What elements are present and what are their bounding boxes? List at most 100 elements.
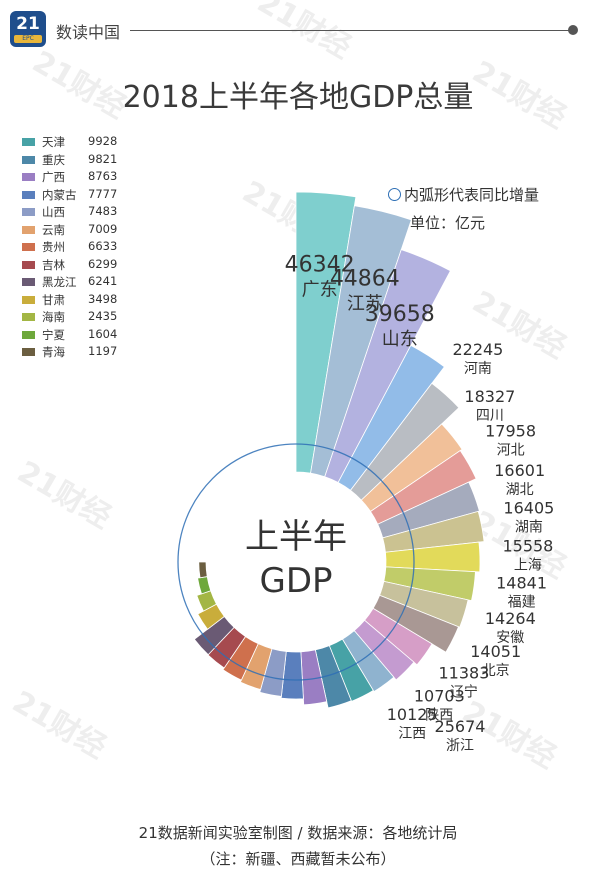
legend-item: 山西 7483 [22,204,152,222]
legend-item: 宁夏 1604 [22,327,152,345]
legend-name: 海南 [42,310,65,324]
data-label-value: 22245 [452,340,503,359]
legend-value: 7009 [88,221,118,236]
center-label-1: 上半年 [245,517,347,557]
data-label-name: 湖南 [515,519,543,535]
chart-bar [360,423,463,513]
data-label-name: 陕西 [425,707,453,723]
chart-bar [300,649,328,706]
data-label-value: 14841 [496,574,547,593]
data-label-value: 18327 [464,387,515,406]
logo: 21 EPC [10,11,46,47]
legend-swatch [22,348,35,356]
legend-value: 2435 [88,309,118,323]
legend: 天津 9928 重庆 9821 广西 8763 内蒙古 7777 山西 7483 云南 7009 贵州 6… [22,134,152,362]
chart-bar [385,541,481,573]
legend-name: 黑龙江 [42,275,77,289]
data-label-name: 上海 [514,558,542,574]
data-label-name: 北京 [482,663,510,679]
chart-bar [324,249,451,484]
legend-item: 广西 8763 [22,169,152,187]
legend-item: 贵州 6633 [22,239,152,257]
legend-swatch [22,313,35,321]
chart-bar [353,619,415,681]
header: 21 EPC 数读中国 [10,11,580,47]
legend-item: 内蒙古 7777 [22,187,152,205]
legend-value: 6241 [88,274,118,288]
legend-name: 内蒙古 [42,187,77,202]
data-label-value: 44864 [330,266,400,291]
legend-value: 3498 [88,291,118,306]
chart-bar [314,645,352,709]
legend-item: 黑龙江 6241 [22,274,152,292]
chart-title: 2018上半年各地GDP总量 [122,80,474,115]
center-label-2: GDP [259,561,332,601]
data-label-value: 10125 [387,705,438,724]
chart-bar [364,607,433,666]
data-label-name: 广东 [302,279,338,300]
chart-bar [383,566,476,602]
data-label-name: 辽宁 [450,684,478,701]
legend-item: 天津 9928 [22,134,152,152]
chart-bar [280,651,304,700]
data-label-value: 16601 [494,461,545,480]
legend-item: 甘肃 3498 [22,292,152,310]
legend-name: 云南 [42,222,65,237]
legend-name: 吉林 [42,257,65,272]
chart-bar [222,635,259,681]
chart-bar [377,481,480,539]
chart-bar [196,590,218,612]
legend-swatch [22,225,35,234]
legend-swatch [22,208,35,216]
inner-arc-note-text: 内弧形代表同比增量 [404,186,540,204]
data-label-value: 17958 [485,422,536,441]
chart-bar [328,638,374,702]
data-label-value: 15558 [502,537,553,556]
legend-item: 海南 2435 [22,309,152,327]
legend-value: 1604 [88,326,118,341]
legend-swatch [22,173,35,181]
inner-arc-circle [177,443,415,681]
legend-value: 1197 [88,344,118,358]
chart-bar [341,630,395,693]
legend-name: 重庆 [42,152,65,167]
data-label-value: 10703 [414,686,465,705]
legend-item: 重庆 9821 [22,152,152,170]
legend-name: 青海 [42,345,65,359]
legend-item: 吉林 6299 [22,257,152,275]
legend-item: 云南 7009 [22,222,152,240]
legend-swatch [22,155,35,164]
legend-swatch [22,278,35,286]
data-label-value: 14264 [485,609,536,628]
legend-swatch [22,190,35,199]
legend-name: 甘肃 [42,292,65,307]
chart-bar [310,205,412,478]
legend-name: 山西 [42,205,65,219]
legend-value: 7777 [88,186,118,201]
data-label-name: 四川 [476,408,504,424]
chart-bar [198,561,208,579]
chart-bar [337,344,445,491]
legend-name: 天津 [42,135,65,149]
legend-swatch [22,295,35,304]
legend-name: 贵州 [42,240,65,254]
legend-name: 广西 [42,170,65,184]
legend-item: 青海 1197 [22,344,152,362]
data-label-name: 安徽 [496,630,524,646]
inner-arc-note: 内弧形代表同比增量 [388,184,539,205]
legend-name: 宁夏 [42,327,65,342]
data-label-value: 39658 [365,302,435,327]
legend-value: 9928 [88,134,118,148]
data-label-value: 25674 [435,717,486,736]
chart-bar [369,450,477,525]
header-divider [130,30,570,31]
data-label-name: 江西 [398,726,426,742]
chart-bar [382,510,485,553]
chart-bar [379,580,469,628]
data-label-name: 福建 [508,595,536,611]
logo-number: 21 [16,14,40,34]
chart-bar [349,382,460,501]
brand-name: 数读中国 [56,23,121,42]
chart-bar [295,191,357,474]
